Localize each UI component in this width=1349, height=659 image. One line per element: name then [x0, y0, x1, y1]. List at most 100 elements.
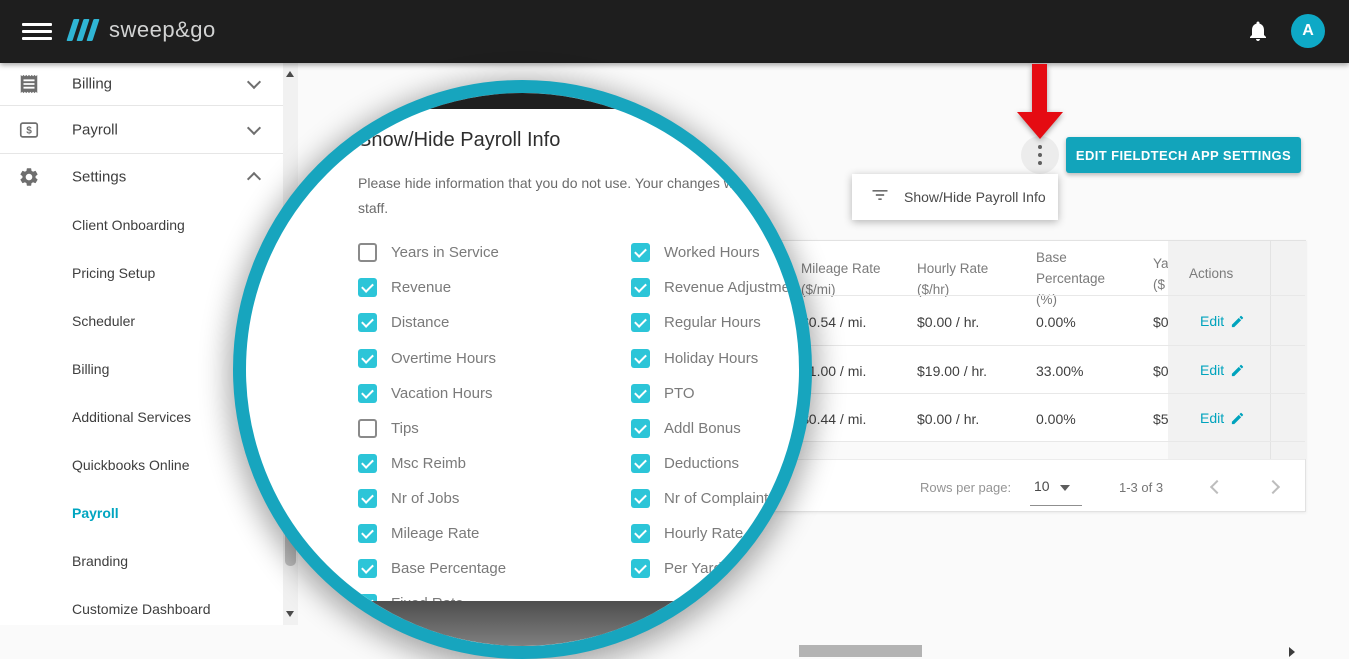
checkbox-checked-icon[interactable]: [631, 489, 650, 508]
sidebar-item-label: Settings: [72, 168, 127, 186]
checkbox-checked-icon[interactable]: [631, 243, 650, 262]
dialog-title: Show/Hide Payroll Info: [358, 129, 561, 151]
checkbox-checked-icon[interactable]: [631, 524, 650, 543]
sidebar-item-billing[interactable]: Billing: [0, 63, 283, 105]
sidebar-item-billing-sub[interactable]: Billing: [72, 361, 110, 377]
checkbox-row[interactable]: Distance: [358, 313, 449, 332]
chevron-up-icon: [246, 171, 262, 187]
checkbox-checked-icon[interactable]: [358, 313, 377, 332]
column-header-base-percentage: Base Percentage (%): [1036, 250, 1106, 307]
checkbox-checked-icon[interactable]: [631, 349, 650, 368]
logo-text: sweep&go: [109, 17, 216, 42]
checkbox-checked-icon[interactable]: [358, 559, 377, 578]
user-avatar[interactable]: A: [1291, 14, 1325, 48]
checkbox-checked-icon[interactable]: [358, 349, 377, 368]
magnifier-lens-annotation: Show/Hide Payroll Info Please hide infor…: [233, 80, 812, 659]
filter-list-icon: [870, 185, 890, 210]
edit-row-button[interactable]: Edit: [1200, 313, 1245, 329]
checkbox-row[interactable]: Years in Service: [358, 243, 499, 262]
edit-row-button[interactable]: Edit: [1200, 362, 1245, 378]
checkbox-row[interactable]: Regular Hours: [631, 313, 761, 332]
checkbox-checked-icon[interactable]: [631, 313, 650, 332]
sidebar-item-customize-dashboard[interactable]: Customize Dashboard: [72, 601, 211, 617]
checkbox-row[interactable]: Revenue: [358, 278, 451, 297]
cell-mileage: $0.44 / mi.: [801, 411, 867, 427]
divider: [0, 105, 283, 106]
divider: [334, 345, 1305, 346]
checkbox-row[interactable]: Base Percentage: [358, 559, 506, 578]
checkbox-checked-icon[interactable]: [631, 559, 650, 578]
scroll-right-arrow-icon[interactable]: [1289, 647, 1295, 657]
checkbox-checked-icon[interactable]: [631, 278, 650, 297]
more-options-kebab-button[interactable]: [1021, 136, 1059, 174]
sidebar-item-client-onboarding[interactable]: Client Onboarding: [72, 217, 185, 233]
previous-page-button[interactable]: [1209, 479, 1225, 495]
checkbox-unchecked-icon[interactable]: [358, 419, 377, 438]
checkbox-row[interactable]: Vacation Hours: [358, 384, 492, 403]
sidebar-item-label: Payroll: [72, 121, 118, 138]
menu-item-show-hide-payroll-info[interactable]: Show/Hide Payroll Info: [904, 189, 1046, 205]
checkbox-row[interactable]: Holiday Hours: [631, 349, 758, 368]
checkbox-checked-icon[interactable]: [358, 454, 377, 473]
divider: [1270, 241, 1271, 459]
divider: [334, 295, 1305, 296]
sidebar-item-additional-services[interactable]: Additional Services: [72, 409, 192, 425]
lens-dark-band-bottom: [246, 601, 799, 646]
checkbox-unchecked-icon[interactable]: [358, 243, 377, 262]
checkbox-row[interactable]: Tips: [358, 419, 419, 438]
scroll-up-arrow-icon[interactable]: [286, 71, 294, 77]
sidebar-item-payroll[interactable]: $ Payroll: [0, 106, 283, 153]
select-underline: [1030, 505, 1082, 506]
dialog-description-line2: staff.: [358, 200, 389, 216]
sidebar-item-scheduler[interactable]: Scheduler: [72, 313, 136, 329]
notifications-bell-icon[interactable]: [1246, 19, 1270, 43]
scrollbar-thumb[interactable]: [799, 645, 922, 657]
sidebar-item-branding[interactable]: Branding: [72, 553, 129, 569]
divider: [334, 441, 1305, 442]
cell-yard: $0: [1153, 314, 1169, 330]
checkbox-checked-icon[interactable]: [631, 454, 650, 473]
checkbox-row[interactable]: Nr of Jobs: [358, 489, 459, 508]
checkbox-checked-icon[interactable]: [358, 489, 377, 508]
checkbox-checked-icon[interactable]: [358, 278, 377, 297]
checkbox-checked-icon[interactable]: [358, 384, 377, 403]
sidebar-item-payroll-sub-active[interactable]: Payroll: [72, 505, 119, 521]
dialog-description-line1: Please hide information that you do not …: [358, 175, 812, 191]
next-page-button[interactable]: [1265, 479, 1281, 495]
sidebar-item-settings[interactable]: Settings: [0, 153, 283, 201]
cell-yard: $5: [1153, 411, 1169, 427]
checkbox-row[interactable]: Per Yard Rate: [631, 559, 758, 578]
sidebar-item-quickbooks-online[interactable]: Quickbooks Online: [72, 457, 190, 473]
checkbox-row[interactable]: Msc Reimb: [358, 454, 466, 473]
checkbox-row[interactable]: Addl Bonus: [631, 419, 741, 438]
sidebar-item-label: Billing: [72, 75, 113, 93]
rows-per-page-select[interactable]: 10: [1034, 478, 1050, 494]
checkbox-row[interactable]: Worked Hours: [631, 243, 760, 262]
checkbox-row[interactable]: Deductions: [631, 454, 739, 473]
cell-mileage: $1.00 / mi.: [801, 363, 867, 379]
cell-base: 0.00%: [1036, 411, 1076, 427]
checkbox-checked-icon[interactable]: [631, 384, 650, 403]
dropdown-caret-icon[interactable]: [1060, 485, 1070, 491]
checkbox-row[interactable]: PTO: [631, 384, 695, 403]
svg-text:$: $: [26, 125, 32, 136]
payroll-dollar-icon: $: [18, 119, 40, 141]
edit-row-button[interactable]: Edit: [1200, 410, 1245, 426]
chevron-down-icon: [246, 74, 262, 90]
actions-sticky-column: [1168, 241, 1307, 459]
sidebar-item-pricing-setup[interactable]: Pricing Setup: [72, 265, 156, 281]
checkbox-row[interactable]: Hourly Rate: [631, 524, 743, 543]
edit-fieldtech-app-settings-button[interactable]: EDIT FIELDTECH APP SETTINGS: [1066, 137, 1301, 173]
cell-base: 0.00%: [1036, 314, 1076, 330]
column-header-hourly-rate: Hourly Rate ($/hr): [917, 261, 989, 297]
checkbox-checked-icon[interactable]: [358, 524, 377, 543]
checkbox-row[interactable]: Revenue Adjustment: [631, 278, 799, 297]
checkbox-row[interactable]: Nr of Complaints: [631, 489, 776, 508]
checkbox-row[interactable]: Overtime Hours: [358, 349, 496, 368]
checkbox-checked-icon[interactable]: [631, 419, 650, 438]
cell-yard: $0: [1153, 363, 1169, 379]
column-header-actions: Actions: [1189, 266, 1234, 281]
table-pagination: Rows per page: 10 1-3 of 3: [334, 459, 1305, 513]
checkbox-row[interactable]: Mileage Rate: [358, 524, 479, 543]
hamburger-menu-icon[interactable]: [22, 23, 52, 40]
